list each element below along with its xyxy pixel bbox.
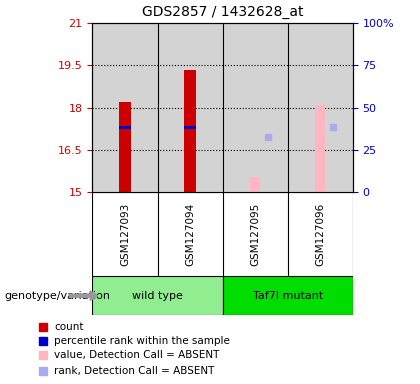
Text: count: count [55, 322, 84, 332]
Bar [223, 23, 288, 192]
Text: GSM127096: GSM127096 [315, 203, 325, 266]
Text: value, Detection Call = ABSENT: value, Detection Call = ABSENT [55, 350, 220, 360]
Bar [315, 105, 325, 192]
Text: Taf7l mutant: Taf7l mutant [252, 291, 323, 301]
Bar [92, 23, 158, 192]
Text: GSM127095: GSM127095 [250, 203, 260, 266]
Title: GDS2857 / 1432628_at: GDS2857 / 1432628_at [142, 5, 303, 19]
Bar [250, 177, 260, 192]
Bar [184, 126, 196, 129]
Bar [158, 23, 223, 192]
Text: rank, Detection Call = ABSENT: rank, Detection Call = ABSENT [55, 366, 215, 376]
Bar [184, 70, 196, 192]
Text: percentile rank within the sample: percentile rank within the sample [55, 336, 230, 346]
Bar [288, 23, 353, 192]
Text: genotype/variation: genotype/variation [4, 291, 110, 301]
Text: wild type: wild type [132, 291, 183, 301]
Text: GSM127094: GSM127094 [185, 203, 195, 266]
Bar [92, 276, 223, 315]
Bar [119, 102, 131, 192]
Bar [223, 276, 353, 315]
Bar [119, 126, 131, 129]
Text: GSM127093: GSM127093 [120, 203, 130, 266]
